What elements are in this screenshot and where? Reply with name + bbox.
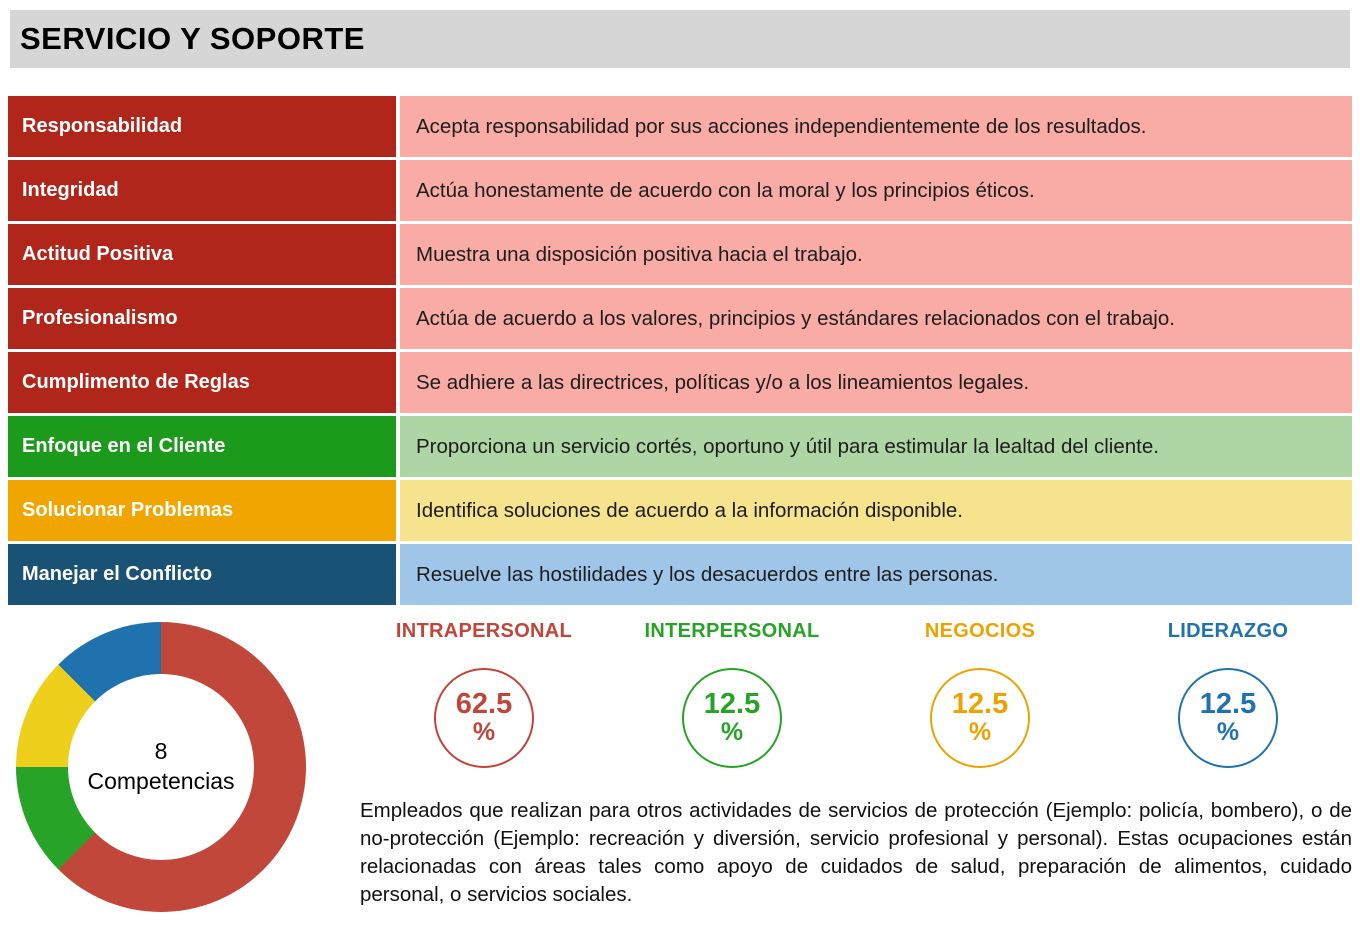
stat-unit: %	[720, 718, 744, 747]
category-stats: INTRAPERSONAL 62.5 % INTERPERSONAL 12.5 …	[360, 620, 1352, 768]
competency-label: Actitud Positiva	[8, 224, 396, 285]
competency-description: Se adhiere a las directrices, políticas …	[400, 352, 1352, 413]
stat-circle: 12.5 %	[930, 668, 1030, 768]
stat-label: LIDERAZGO	[1167, 620, 1289, 642]
competency-description: Identifica soluciones de acuerdo a la in…	[400, 480, 1352, 541]
stat-intrapersonal: INTRAPERSONAL 62.5 %	[360, 620, 608, 768]
competency-label: Manejar el Conflicto	[8, 544, 396, 605]
stat-label: INTERPERSONAL	[644, 620, 820, 642]
donut-center-caption: Competencias	[87, 768, 235, 794]
donut-center-label: 8 Competencias	[68, 674, 254, 860]
competency-description: Actúa de acuerdo a los valores, principi…	[400, 288, 1352, 349]
page-header: SERVICIO Y SOPORTE	[10, 10, 1350, 68]
competency-description: Acepta responsabilidad por sus acciones …	[400, 96, 1352, 157]
stat-circle: 12.5 %	[1178, 668, 1278, 768]
description-paragraph: Empleados que realizan para otros activi…	[360, 799, 1352, 906]
competency-label: Enfoque en el Cliente	[8, 416, 396, 477]
page-title: SERVICIO Y SOPORTE	[20, 21, 365, 56]
donut-chart-area: 8 Competencias	[8, 620, 360, 912]
stat-circle: 12.5 %	[682, 668, 782, 768]
competency-label: Cumplimento de Reglas	[8, 352, 396, 413]
competency-label: Profesionalismo	[8, 288, 396, 349]
stat-interpersonal: INTERPERSONAL 12.5 %	[608, 620, 856, 768]
competency-description: Actúa honestamente de acuerdo con la mor…	[400, 160, 1352, 221]
summary-section: 8 Competencias INTRAPERSONAL 62.5 % INTE…	[8, 620, 1352, 912]
competency-label: Integridad	[8, 160, 396, 221]
competencies-donut-chart: 8 Competencias	[16, 622, 306, 912]
stat-label: NEGOCIOS	[924, 620, 1036, 642]
stat-value: 62.5	[455, 688, 513, 721]
stat-value: 12.5	[951, 688, 1009, 721]
stat-negocios: NEGOCIOS 12.5 %	[856, 620, 1104, 768]
competency-table: Responsabilidad Acepta responsabilidad p…	[8, 96, 1352, 605]
stats-and-text: INTRAPERSONAL 62.5 % INTERPERSONAL 12.5 …	[360, 620, 1352, 912]
competency-label: Solucionar Problemas	[8, 480, 396, 541]
competency-description: Proporciona un servicio cortés, oportuno…	[400, 416, 1352, 477]
competency-description: Muestra una disposición positiva hacia e…	[400, 224, 1352, 285]
donut-center-count: 8	[154, 738, 168, 765]
stat-liderazgo: LIDERAZGO 12.5 %	[1104, 620, 1352, 768]
competency-description: Resuelve las hostilidades y los desacuer…	[400, 544, 1352, 605]
competency-label: Responsabilidad	[8, 96, 396, 157]
stat-unit: %	[1216, 718, 1240, 747]
stat-value: 12.5	[1199, 688, 1257, 721]
stat-unit: %	[968, 718, 992, 747]
stat-value: 12.5	[703, 688, 761, 721]
stat-circle: 62.5 %	[434, 668, 534, 768]
stat-label: INTRAPERSONAL	[395, 620, 573, 642]
stat-unit: %	[472, 718, 496, 747]
